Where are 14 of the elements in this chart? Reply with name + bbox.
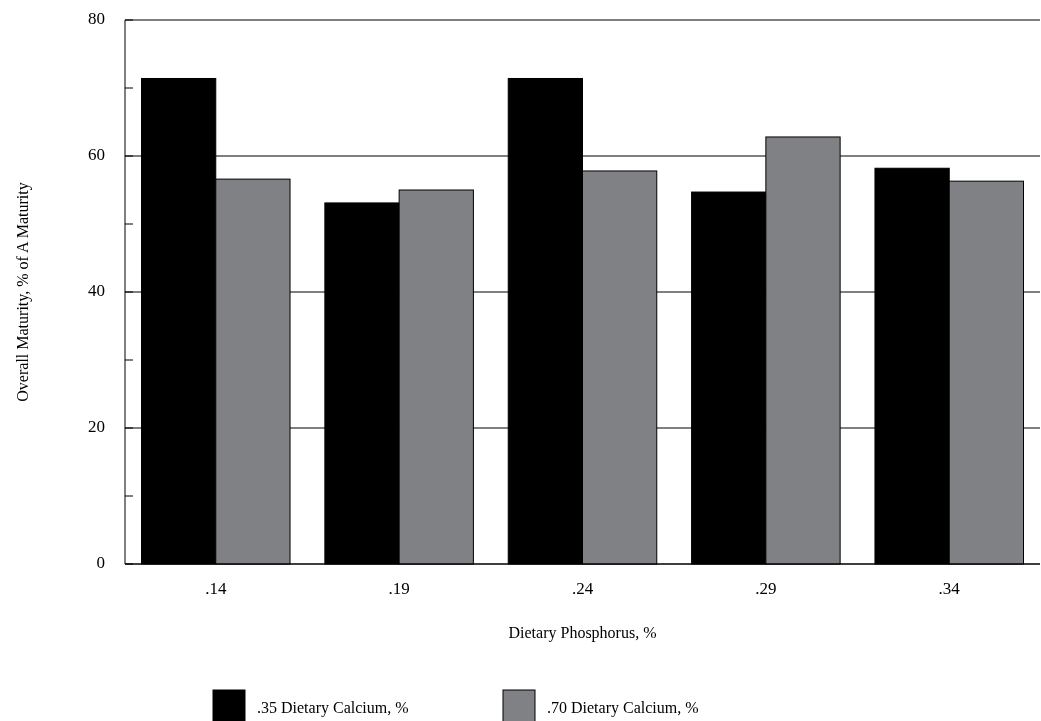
y-tick-label: 60 [88, 144, 105, 164]
x-tick-label: .14 [205, 579, 227, 598]
x-axis-title: Dietary Phosphorus, % [508, 624, 657, 642]
legend-label: .35 Dietary Calcium, % [257, 699, 409, 717]
y-tick-label: 20 [88, 416, 105, 436]
x-tick-label: .19 [388, 579, 410, 598]
legend-label: .70 Dietary Calcium, % [547, 699, 699, 717]
y-axis-title: Overall Maturity, % of A Maturity [13, 182, 32, 402]
y-tick-label: 80 [88, 8, 105, 28]
x-tick-label: .24 [571, 579, 594, 598]
x-tick-label: .29 [755, 579, 777, 598]
y-tick-label: 40 [88, 280, 105, 300]
y-tick-label: 0 [96, 552, 105, 572]
x-tick-label: .34 [938, 579, 961, 598]
